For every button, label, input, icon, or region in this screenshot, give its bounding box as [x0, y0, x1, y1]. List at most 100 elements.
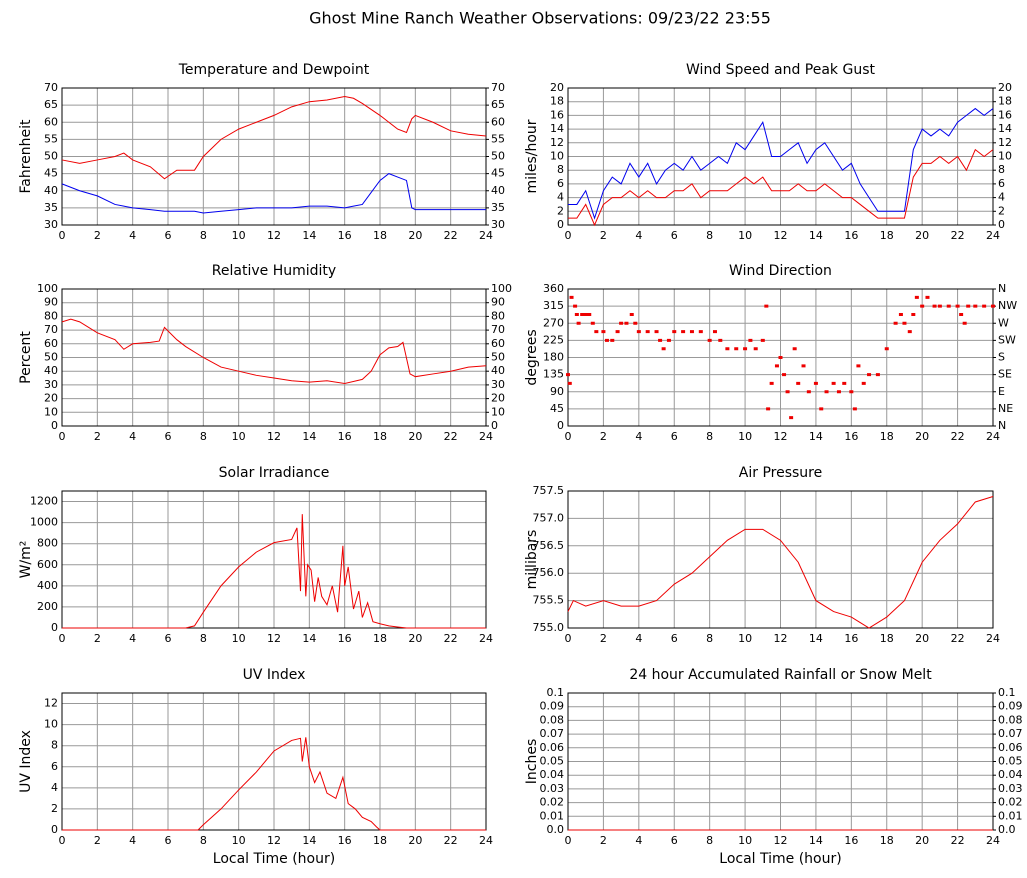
y2-tick-label: N — [998, 419, 1006, 432]
y2-tick-label: 80 — [491, 309, 505, 322]
x-tick-label: 22 — [444, 430, 458, 443]
y2-tick-label: 0.08 — [998, 713, 1023, 726]
y2-tick-label: 0.01 — [998, 809, 1023, 822]
y-tick-label: 6 — [557, 177, 564, 190]
data-line — [567, 496, 994, 629]
y-tick-label: 10 — [44, 405, 58, 418]
data-point — [601, 330, 606, 334]
y-tick-label: 8 — [557, 163, 564, 176]
data-line — [568, 107, 994, 220]
x-tick-label: 22 — [951, 430, 965, 443]
y2-tick-label: 4 — [998, 191, 1005, 204]
y-axis-label: millibars — [524, 530, 540, 590]
chart-title: Relative Humidity — [212, 263, 336, 279]
data-point — [819, 407, 824, 411]
x-tick-label: 0 — [59, 632, 66, 645]
x-tick-label: 14 — [302, 430, 316, 443]
data-point — [920, 304, 925, 308]
data-point — [824, 390, 829, 394]
chart-title: Solar Irradiance — [219, 465, 330, 481]
plot-frame — [567, 87, 994, 226]
y-tick-label: 756.5 — [533, 539, 565, 552]
y-tick-label: 4 — [51, 781, 58, 794]
data-point — [959, 312, 964, 316]
y-axis-label: degrees — [524, 329, 540, 385]
y2-tick-label: 65 — [491, 98, 505, 111]
y-tick-label: 4 — [557, 191, 564, 204]
data-point — [576, 321, 581, 325]
y-axis-label: miles/hour — [524, 119, 540, 193]
data-point — [712, 330, 717, 334]
data-line — [62, 737, 486, 831]
data-point — [831, 381, 836, 385]
data-point — [789, 416, 794, 420]
data-point — [681, 330, 686, 334]
y-tick-label: 360 — [543, 282, 564, 295]
x-tick-label: 10 — [738, 430, 752, 443]
y2-tick-label: 70 — [491, 81, 505, 94]
y-tick-label: 0 — [51, 823, 58, 836]
y-tick-label: 0 — [557, 419, 564, 432]
y-tick-label: 80 — [44, 309, 58, 322]
data-point — [801, 364, 806, 368]
x-tick-label: 6 — [671, 229, 678, 242]
x-tick-label: 4 — [129, 229, 136, 242]
y2-tick-label: 8 — [998, 163, 1005, 176]
y-tick-label: 65 — [44, 98, 58, 111]
x-tick-label: 12 — [267, 430, 281, 443]
x-tick-label: 4 — [129, 632, 136, 645]
y-tick-label: 0.03 — [540, 782, 565, 795]
data-point — [796, 381, 801, 385]
x-axis-label: Local Time (hour) — [719, 851, 841, 867]
x-tick-label: 18 — [373, 229, 387, 242]
x-tick-label: 18 — [880, 229, 894, 242]
data-point — [590, 321, 595, 325]
data-point — [594, 330, 599, 334]
x-tick-label: 10 — [232, 632, 246, 645]
x-tick-label: 12 — [774, 229, 788, 242]
y-tick-label: 2 — [557, 204, 564, 217]
x-tick-label: 22 — [951, 834, 965, 847]
data-point — [569, 295, 574, 299]
x-tick-label: 10 — [738, 229, 752, 242]
y-tick-label: 180 — [543, 351, 564, 364]
y-tick-label: 50 — [44, 150, 58, 163]
x-tick-label: 0 — [565, 834, 572, 847]
data-point — [610, 338, 615, 342]
chart-title: 24 hour Accumulated Rainfall or Snow Mel… — [629, 667, 932, 683]
y2-tick-label: NE — [998, 402, 1013, 415]
y2-tick-label: SE — [998, 368, 1012, 381]
data-point — [629, 312, 634, 316]
x-tick-label: 4 — [129, 430, 136, 443]
data-line — [61, 96, 487, 180]
chart-title: Wind Direction — [729, 263, 832, 279]
y2-tick-label: N — [998, 282, 1006, 295]
y-axis-label: W/m² — [18, 541, 34, 579]
x-tick-label: 8 — [706, 834, 713, 847]
y2-tick-label: 50 — [491, 351, 505, 364]
x-tick-label: 14 — [809, 834, 823, 847]
data-point — [718, 338, 723, 342]
x-tick-label: 20 — [408, 632, 422, 645]
x-tick-label: 0 — [565, 229, 572, 242]
y2-tick-label: 18 — [998, 95, 1012, 108]
y-tick-label: 0.1 — [547, 686, 565, 699]
y2-tick-label: 0.0 — [998, 823, 1016, 836]
plot-frame — [61, 288, 487, 427]
data-point — [636, 330, 641, 334]
y-tick-label: 16 — [550, 108, 564, 121]
y2-tick-label: S — [998, 351, 1005, 364]
y2-tick-label: 70 — [491, 323, 505, 336]
x-tick-label: 18 — [880, 834, 894, 847]
data-point — [566, 373, 570, 377]
x-tick-label: 20 — [915, 834, 929, 847]
x-tick-label: 6 — [671, 430, 678, 443]
data-point — [966, 304, 971, 308]
x-tick-label: 14 — [809, 430, 823, 443]
data-point — [932, 304, 937, 308]
x-tick-label: 16 — [844, 834, 858, 847]
data-point — [893, 321, 898, 325]
x-tick-label: 8 — [200, 430, 207, 443]
y-tick-label: 0.08 — [540, 713, 565, 726]
y2-tick-label: 40 — [491, 184, 505, 197]
